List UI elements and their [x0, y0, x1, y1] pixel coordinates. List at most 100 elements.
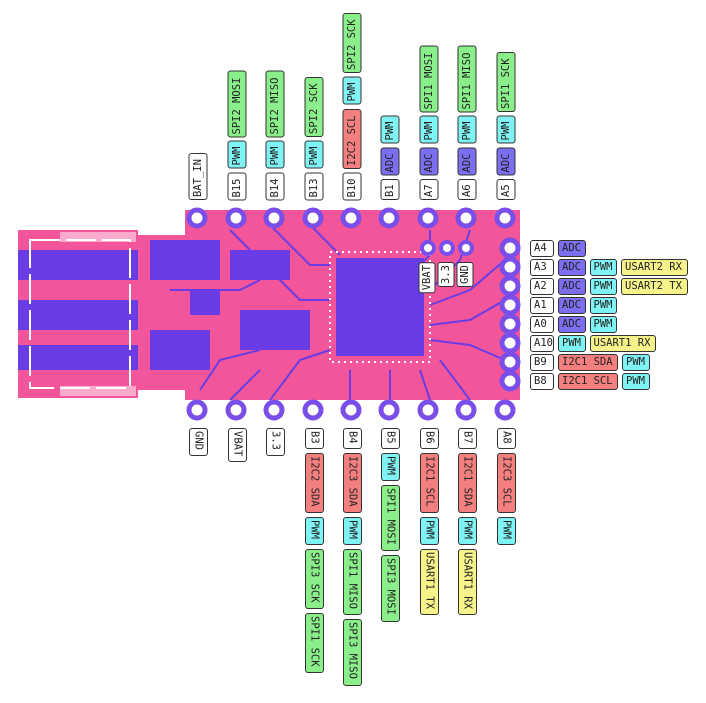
pin-func-b10-1: I2C2 SCL: [343, 108, 362, 169]
pad-top-b13: [302, 207, 324, 229]
inner-pad-0: [420, 240, 436, 256]
pad-top-b15: [225, 207, 247, 229]
pin-func-a5-2: PWM: [497, 116, 516, 144]
pin-func-b9-2: PWM: [622, 354, 650, 371]
pad-bottom-b3: [302, 399, 324, 421]
pad-bottom-vbat: [225, 399, 247, 421]
usb-connector: [18, 230, 148, 398]
pad-top-a7: [417, 207, 439, 229]
pin-func-a4-1: ADC: [558, 240, 586, 257]
mcu-chip: [329, 251, 431, 363]
board-label-3v3: 3.3: [438, 262, 455, 287]
pin-label-b5: B5: [381, 428, 400, 449]
pin-func-a5-3: SPI1 SCK: [497, 52, 516, 112]
pad-right-a0: [499, 313, 521, 335]
pin-func-a5-1: ADC: [497, 147, 516, 175]
pin-label-a6: A6: [458, 179, 477, 200]
pin-label-b10: B10: [343, 172, 362, 200]
pin-func-a2-1: ADC: [558, 278, 586, 295]
pin-func-b4-4: SPI3 MISO: [343, 619, 362, 686]
pin-label-a5: A5: [497, 179, 516, 200]
pad-top-a5: [494, 207, 516, 229]
pin-func-b5-3: SPI3 MOSI: [381, 555, 400, 622]
pin-label-bat_in: BAT_IN: [189, 153, 208, 200]
pad-right-a1: [499, 294, 521, 316]
pin-label-a8: A8: [497, 428, 516, 449]
pad-right-a4: [499, 237, 521, 259]
pad-bottom-b5: [378, 399, 400, 421]
pin-label-3.3: 3.3: [266, 428, 285, 456]
pad-right-b8: [499, 370, 521, 392]
pin-func-a0-2: PWM: [589, 316, 617, 333]
pin-func-b10-3: SPI2 SCK: [343, 13, 362, 73]
pin-label-b9: B9: [530, 354, 554, 371]
pin-func-a1-2: PWM: [589, 297, 617, 314]
pin-func-a3-3: USART2 RX: [621, 259, 688, 276]
pin-func-b3-4: SPI1 SCK: [305, 612, 324, 673]
pin-func-b7-3: USART1 RX: [458, 548, 477, 615]
pin-label-a2: A2: [530, 278, 554, 295]
pin-func-a6-1: ADC: [458, 147, 477, 175]
pin-func-b7-1: I2C1 SDA: [458, 453, 477, 513]
pad-bottom-a8: [494, 399, 516, 421]
pin-func-b6-2: PWM: [420, 517, 439, 545]
pin-label-b8: B8: [530, 373, 554, 390]
pin-label-vbat: VBAT: [228, 428, 247, 462]
trace-lines: [170, 224, 506, 401]
pad-bottom-gnd: [186, 399, 208, 421]
pin-func-a2-3: USART2 TX: [621, 278, 688, 295]
pin-func-b14-1: PWM: [266, 141, 285, 169]
pin-func-b10-2: PWM: [343, 77, 362, 105]
pin-label-b7: B7: [458, 428, 477, 449]
pin-func-a7-3: SPI1 MOSI: [420, 45, 439, 112]
pin-func-a7-2: PWM: [420, 116, 439, 144]
pin-func-b1-2: PWM: [381, 116, 400, 144]
pin-func-b6-3: USART1 TX: [420, 548, 439, 615]
pad-top-b10: [340, 207, 362, 229]
pad-right-a10: [499, 332, 521, 354]
pin-func-b4-3: SPI1 MISO: [343, 548, 362, 615]
pin-label-a7: A7: [420, 179, 439, 200]
pin-label-a1: A1: [530, 297, 554, 314]
copper-traces: [150, 240, 310, 370]
pin-func-b4-2: PWM: [343, 517, 362, 545]
pin-func-a0-1: ADC: [558, 316, 586, 333]
pin-func-b14-2: SPI2 MISO: [266, 70, 285, 137]
pad-bottom-b7: [455, 399, 477, 421]
pad-bottom-b6: [417, 399, 439, 421]
pin-func-b15-2: SPI2 MOSI: [228, 70, 247, 137]
pin-func-a6-2: PWM: [458, 116, 477, 144]
pin-func-a10-2: USART1 RX: [589, 335, 656, 352]
pin-func-b7-2: PWM: [458, 517, 477, 545]
pin-label-a4: A4: [530, 240, 554, 257]
pin-func-a6-3: SPI1 MISO: [458, 45, 477, 112]
pin-label-b15: B15: [228, 172, 247, 200]
pin-func-b3-1: I2C2 SDA: [305, 453, 324, 513]
pad-top-b14: [263, 207, 285, 229]
pin-func-b5-2: SPI1 MOSI: [381, 484, 400, 551]
pad-right-a2: [499, 275, 521, 297]
pin-func-b3-3: SPI3 SCK: [305, 548, 324, 609]
pin-func-b1-1: ADC: [381, 147, 400, 175]
pin-label-b4: B4: [343, 428, 362, 449]
pin-func-b13-1: PWM: [305, 141, 324, 169]
pin-label-b3: B3: [305, 428, 324, 449]
pin-label-b6: B6: [420, 428, 439, 449]
board-label-gnd: GND: [457, 262, 474, 287]
pin-label-b13: B13: [305, 172, 324, 200]
pin-label-a3: A3: [530, 259, 554, 276]
pin-func-a7-1: ADC: [420, 147, 439, 175]
pin-label-b1: B1: [381, 179, 400, 200]
pin-label-b14: B14: [266, 172, 285, 200]
pad-bottom-3.3: [263, 399, 285, 421]
board-label-vbat: VBAT: [419, 262, 436, 294]
pad-right-a3: [499, 256, 521, 278]
pin-func-b8-2: PWM: [622, 373, 650, 390]
pin-func-b6-1: I2C1 SCL: [420, 453, 439, 513]
pin-func-b3-2: PWM: [305, 517, 324, 545]
pin-func-a10-1: PWM: [558, 335, 586, 352]
pin-func-b4-1: I2C3 SDA: [343, 453, 362, 513]
pad-bottom-b4: [340, 399, 362, 421]
pin-label-a10: A10: [530, 335, 554, 352]
